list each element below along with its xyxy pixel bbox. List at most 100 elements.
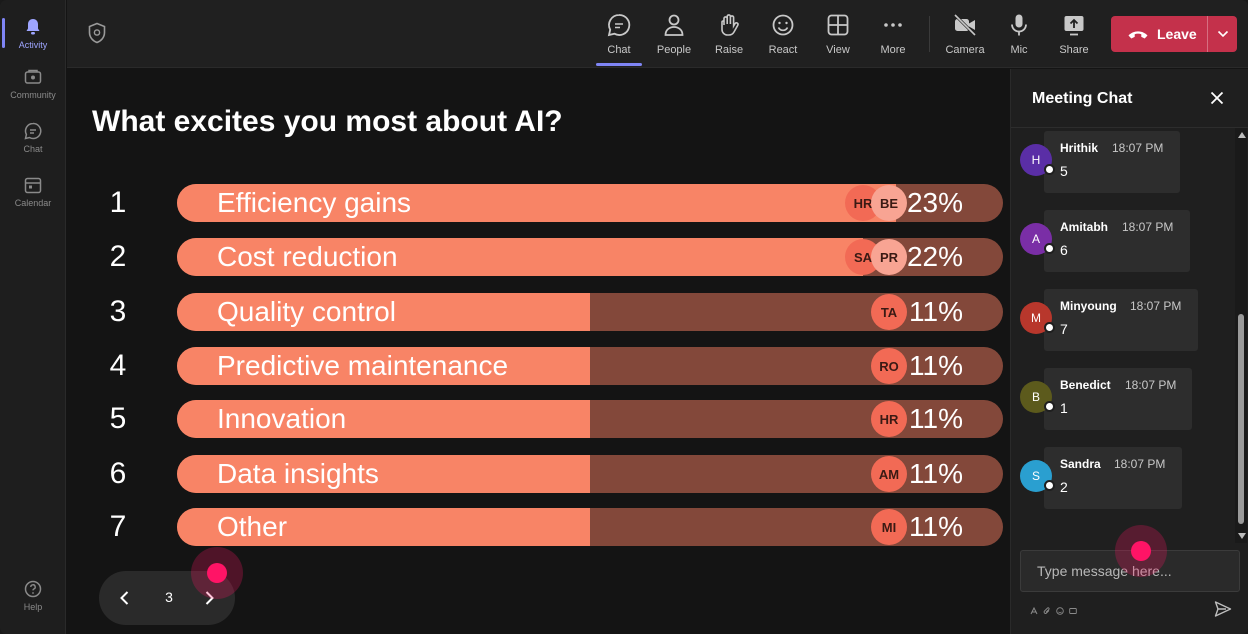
poll-option-bar: Innovation 11% HR: [177, 400, 1003, 438]
toolbar-view-label: View: [826, 44, 850, 56]
avatar: B: [1020, 381, 1052, 413]
chevron-left-icon[interactable]: [115, 588, 135, 608]
sender-name: Sandra: [1060, 457, 1101, 471]
rail-item-community[interactable]: Community: [0, 58, 66, 108]
leave-button[interactable]: Leave: [1111, 16, 1237, 52]
poll-option-percent: 23%: [906, 187, 963, 218]
format-toolbar: [1030, 602, 1077, 615]
toolbar-people-button[interactable]: People: [649, 8, 699, 62]
message-bubble: Minyoung 18:07 PM 7: [1044, 289, 1198, 351]
rail-item-help[interactable]: Help: [0, 570, 66, 620]
chat-divider: [1011, 127, 1248, 128]
people-icon: [664, 14, 684, 36]
toolbar-share-label: Share: [1059, 44, 1089, 56]
poll-option-number: 3: [109, 295, 127, 328]
poll-option-percent: 11%: [909, 296, 963, 327]
leave-label: Leave: [1157, 26, 1197, 42]
toolbar-react-button[interactable]: React: [758, 8, 808, 62]
scrollbar-thumb[interactable]: [1238, 314, 1244, 524]
poll-option-row: 3 Quality control 11% TA: [67, 293, 1009, 331]
poll-option-number: 5: [109, 402, 127, 435]
voter-avatar: RO: [871, 348, 907, 384]
sender-name: Benedict: [1060, 378, 1111, 392]
message-time: 18:07 PM: [1130, 299, 1182, 313]
toolbar-camera-label: Camera: [945, 44, 985, 56]
mic-icon: [1011, 14, 1027, 36]
scroll-down-arrow-icon[interactable]: [1238, 533, 1246, 539]
poll-option-fill: [177, 508, 590, 546]
voter-avatar: PR: [871, 239, 907, 275]
poll-option-percent: 11%: [909, 350, 963, 381]
message-bubble: Sandra 18:07 PM 2: [1044, 447, 1182, 509]
poll-option-bar: Other 11% MI: [177, 508, 1003, 546]
poll-option-fill: [177, 347, 590, 385]
sender-name: Hrithik: [1060, 141, 1099, 155]
message-time: 18:07 PM: [1125, 378, 1177, 392]
rail-label-chat: Chat: [23, 143, 43, 154]
poll-option-fill: [177, 184, 896, 222]
poll-option-bar: Quality control 11% TA: [177, 293, 1003, 331]
rail-item-activity[interactable]: Activity: [0, 8, 66, 58]
poll-option-bar: Efficiency gains 23% HR BE: [177, 184, 1003, 222]
poll-option-fill: [177, 400, 590, 438]
message-time: 18:07 PM: [1114, 457, 1166, 471]
poll-option-percent: 11%: [909, 511, 963, 542]
poll-option-row: 7 Other 11% MI: [67, 508, 1009, 546]
message-text: 5: [1060, 163, 1068, 179]
poll-option-bar: Cost reduction 22% SA PR: [177, 238, 1003, 276]
close-icon[interactable]: [1208, 89, 1226, 107]
poll-option-percent: 11%: [909, 458, 963, 489]
toolbar-chat-button[interactable]: Chat: [594, 8, 644, 66]
poll-option-row: 4 Predictive maintenance 11% RO: [67, 347, 1009, 385]
leave-options-button[interactable]: [1207, 16, 1237, 52]
format-icon[interactable]: [1030, 602, 1038, 615]
toolbar-share-button[interactable]: Share: [1049, 8, 1099, 62]
rail-item-calendar[interactable]: Calendar: [0, 166, 66, 216]
page-number: 3: [165, 589, 173, 605]
poll-option-row: 2 Cost reduction 22% SA PR: [67, 238, 1009, 276]
poll-option-label: Quality control: [217, 296, 396, 327]
toolbar-people-label: People: [656, 44, 692, 56]
message-bubble: Amitabh 18:07 PM 6: [1044, 210, 1190, 272]
chat-scrollbar[interactable]: [1235, 128, 1247, 543]
poll-option-percent: 22%: [906, 241, 963, 272]
camera-off-icon: [953, 13, 977, 37]
rail-item-chat[interactable]: Chat: [0, 112, 66, 162]
shield-icon[interactable]: [87, 22, 107, 44]
poll-option-row: 1 Efficiency gains 23% HR BE: [67, 184, 1009, 222]
chat-message: Benedict 18:07 PM 1 B: [1011, 365, 1235, 435]
chat-message: Minyoung 18:07 PM 7 M: [1011, 286, 1235, 356]
send-icon[interactable]: [1213, 599, 1233, 619]
toolbar-more-button[interactable]: More: [868, 8, 918, 62]
poll-option-label: Data insights: [217, 458, 379, 489]
poll-option-row: 6 Data insights 11% AM: [67, 455, 1009, 493]
toolbar-view-button[interactable]: View: [813, 8, 863, 62]
chat-title: Meeting Chat: [1032, 90, 1133, 107]
message-bubble: Hrithik 18:07 PM 5: [1044, 131, 1180, 193]
toolbar-mic-button[interactable]: Mic: [994, 8, 1044, 62]
presence-status-dot: [1044, 401, 1055, 412]
toolbar-raise-button[interactable]: Raise: [704, 8, 754, 62]
attach-icon[interactable]: [1043, 602, 1051, 614]
voter-avatar: BE: [871, 185, 907, 221]
message-input[interactable]: [1020, 550, 1240, 592]
toolbar-camera-button[interactable]: Camera: [940, 8, 990, 62]
message-text: 1: [1060, 400, 1068, 416]
share-icon: [1064, 16, 1084, 36]
message-time: 18:07 PM: [1112, 141, 1164, 155]
presence-status-dot: [1044, 322, 1055, 333]
chevron-right-icon[interactable]: [199, 588, 219, 608]
presence-status-dot: [1044, 480, 1055, 491]
presence-status-dot: [1044, 164, 1055, 175]
toolbar-chat-label: Chat: [607, 44, 631, 56]
gif-icon[interactable]: [1069, 602, 1077, 614]
voter-avatar: HR: [871, 401, 907, 437]
toolbar-raise-label: Raise: [714, 44, 744, 56]
scroll-up-arrow-icon[interactable]: [1238, 132, 1246, 138]
emoji-icon[interactable]: [1056, 602, 1064, 615]
smiley-icon: [772, 14, 794, 36]
poll-option-percent: 11%: [909, 403, 963, 434]
poll-option-label: Cost reduction: [217, 241, 398, 272]
poll-option-number: 6: [109, 457, 127, 490]
chat-messages: Hrithik 18:07 PM 5 H Amitabh 18:07 PM 6 A Minyou…: [1011, 128, 1235, 543]
